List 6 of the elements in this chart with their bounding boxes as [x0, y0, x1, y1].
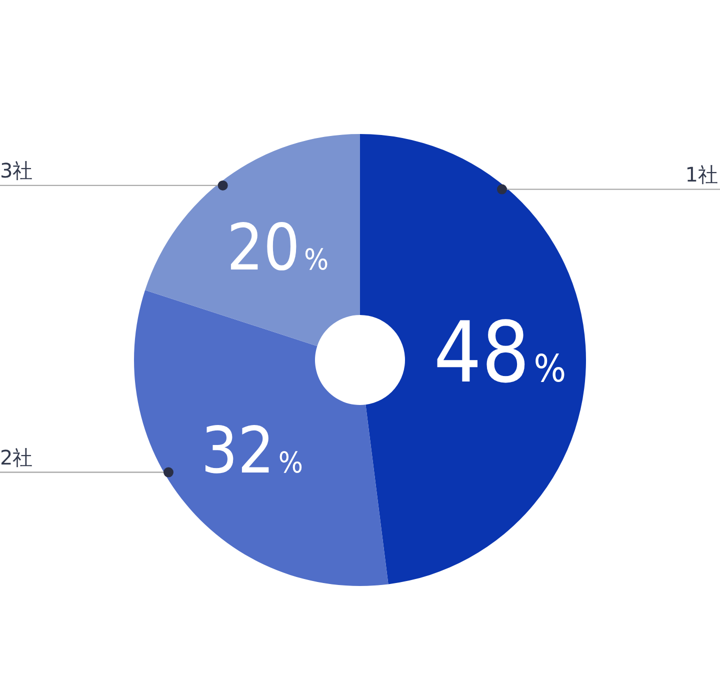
data-label: 32%: [201, 414, 303, 488]
slice-label: 3社: [0, 158, 33, 182]
slice-label: 1社: [685, 162, 718, 186]
data-label: 20%: [226, 212, 329, 286]
slice-label: 2社: [0, 445, 33, 470]
data-label: 48%: [434, 303, 566, 402]
